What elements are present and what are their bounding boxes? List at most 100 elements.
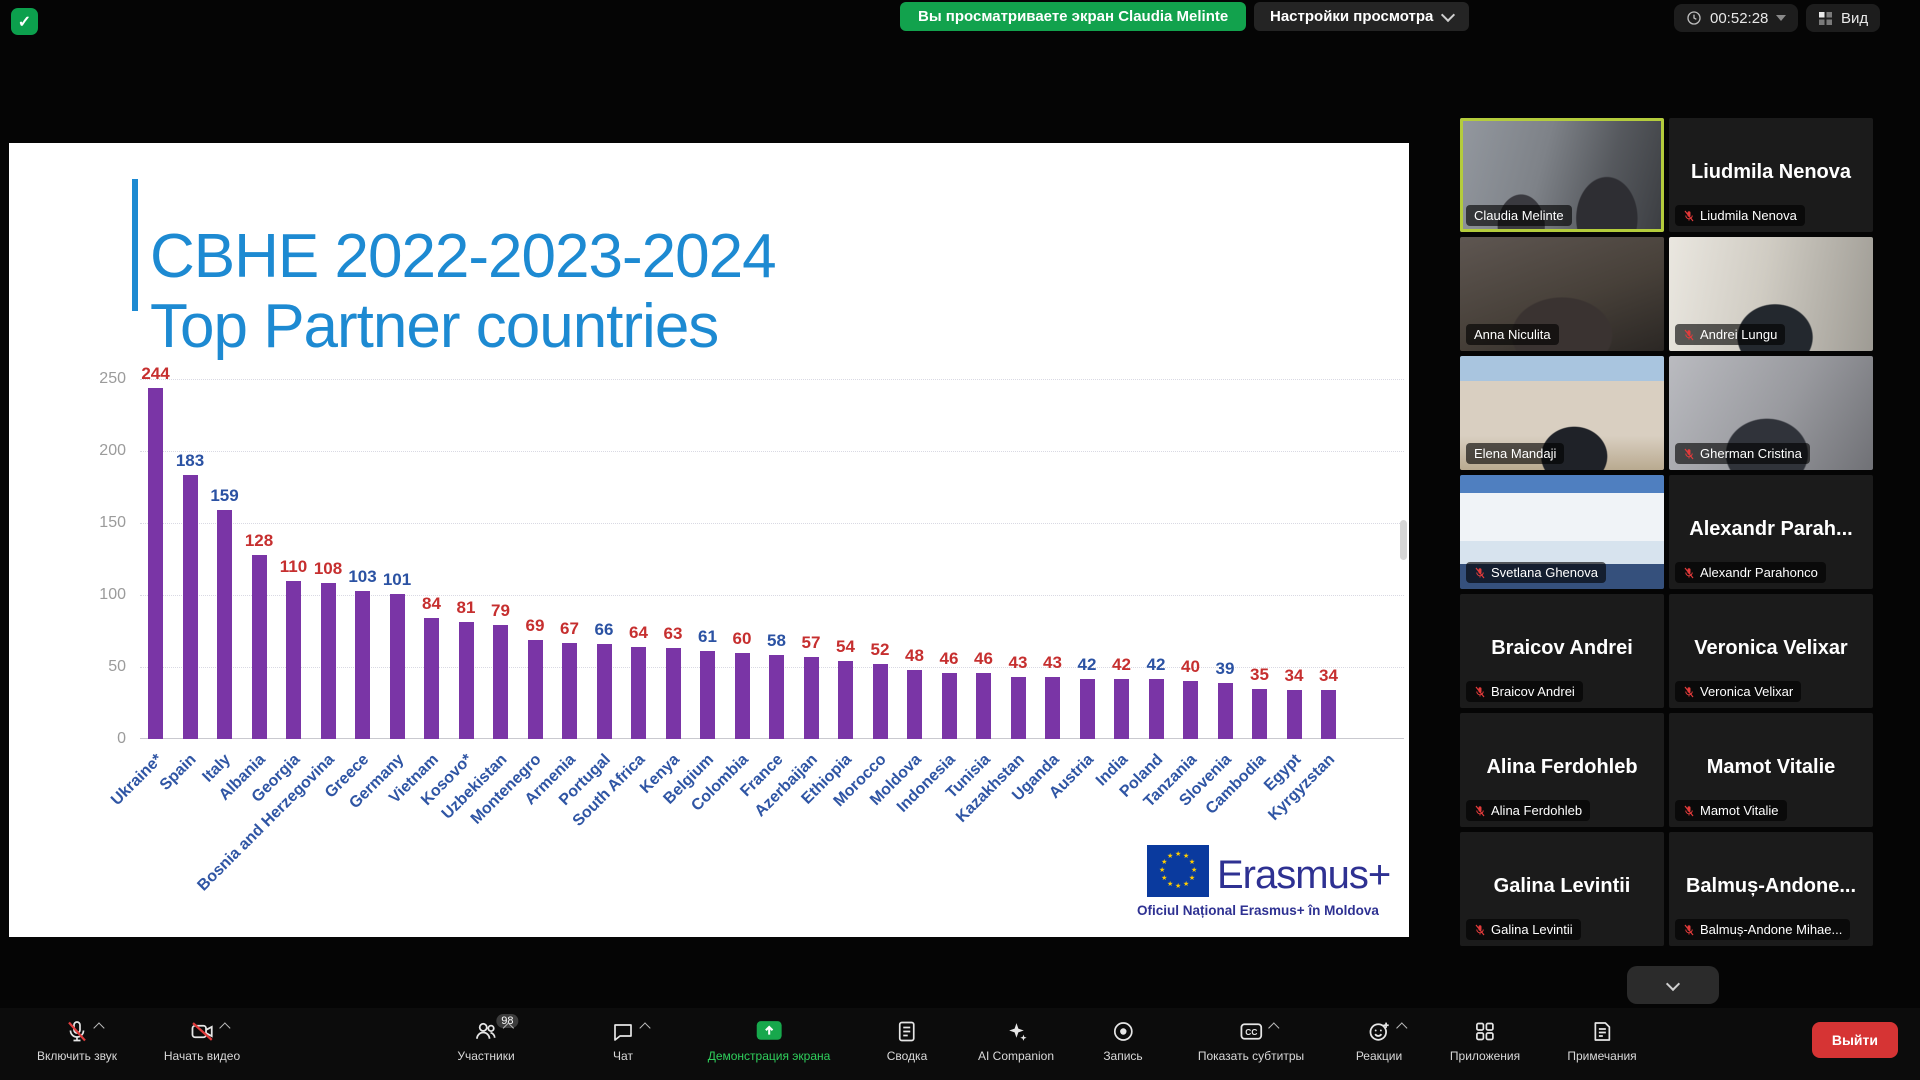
toolbar-item-participants[interactable]: 98 Участники (457, 1014, 519, 1063)
bar-value-label: 101 (382, 569, 412, 589)
eu-star-icon: ★ (1161, 875, 1168, 882)
y-axis-tick: 100 (99, 586, 126, 603)
apps-icon (1473, 1018, 1497, 1045)
chevron-up-icon[interactable] (639, 1022, 651, 1034)
toolbar-item-record[interactable]: Запись (1103, 1018, 1143, 1063)
participant-center-name: Galina Levintii (1493, 875, 1631, 898)
bar-value-label: 43 (1043, 653, 1062, 673)
bar-value-label: 43 (1008, 653, 1028, 673)
participant-center-name: Alexandr Parah... (1689, 518, 1853, 541)
chart-bar (1148, 678, 1164, 739)
participant-tile[interactable]: Veronica Velixar Veronica Velixar (1669, 594, 1873, 708)
mic-muted-icon (1475, 924, 1485, 935)
mic-muted-icon (1684, 805, 1694, 816)
toolbar-item-apps[interactable]: Приложения (1450, 1018, 1520, 1063)
toolbar-item-label: Запись (1103, 1049, 1143, 1063)
timer-dropdown-icon[interactable] (1776, 15, 1787, 21)
chevron-up-icon[interactable] (1267, 1022, 1280, 1034)
chevron-up-icon[interactable] (1395, 1022, 1408, 1034)
chart-bar (838, 661, 853, 739)
y-axis-tick: 200 (99, 442, 126, 459)
toolbar-item-label: Начать видео (163, 1049, 241, 1063)
participant-tile[interactable]: Alexandr Parah... Alexandr Parahonco (1669, 475, 1873, 589)
toolbar-item-share-screen[interactable]: Демонстрация экрана (708, 1018, 830, 1063)
participant-name-text: Alina Ferdohleb (1491, 803, 1583, 818)
participant-tile[interactable]: Svetlana Ghenova (1460, 475, 1664, 589)
meeting-timer[interactable]: 00:52:28 (1674, 4, 1799, 32)
participant-tile[interactable]: Balmuș-Andone... Balmuș-Andone Mihae... (1669, 832, 1873, 946)
bar-value-label: 183 (175, 451, 205, 471)
top-bar: ✓ Вы просматриваете экран Claudia Melint… (0, 0, 1920, 40)
participant-center-name: Braicov Andrei (1491, 637, 1633, 660)
shared-screen-slide: CBHE 2022-2023-2024 Top Partner countrie… (9, 143, 1409, 937)
more-participants-button[interactable] (1627, 966, 1719, 1004)
toolbar-item-chat[interactable]: Чат (611, 1018, 651, 1063)
participant-tile[interactable]: Elena Mandaji (1460, 356, 1664, 470)
toolbar-item-captions[interactable]: CC Показать субтитры (1198, 1018, 1304, 1063)
participant-tile[interactable]: Anna Niculita (1460, 237, 1664, 351)
toolbar-item-label: Сводка (886, 1049, 928, 1063)
chart-bar (941, 672, 957, 739)
participant-tile[interactable]: Mamot Vitalie Mamot Vitalie (1669, 713, 1873, 827)
participant-name-label: Veronica Velixar (1675, 681, 1802, 702)
y-axis-tick: 0 (117, 730, 126, 747)
chevron-up-icon[interactable] (218, 1022, 231, 1034)
chart-bar (1252, 688, 1267, 739)
chart-bar (1079, 678, 1095, 739)
toolbar-item-camera-off[interactable]: Начать видео (164, 1018, 240, 1063)
participant-name-label: Svetlana Ghenova (1466, 562, 1606, 583)
chart-bar (631, 646, 646, 739)
participant-tile[interactable]: Braicov Andrei Braicov Andrei (1460, 594, 1664, 708)
camera-off-icon (190, 1018, 231, 1045)
chart-bar (424, 618, 439, 739)
mic-muted-icon (1684, 567, 1694, 578)
toolbar-item-mic-off[interactable]: Включить звук (37, 1018, 117, 1063)
toolbar-item-notes[interactable]: Примечания (1567, 1018, 1637, 1063)
x-axis-category-label: Spain (157, 751, 201, 794)
leave-button[interactable]: Выйти (1811, 1022, 1898, 1058)
bar-value-label: 69 (525, 615, 545, 635)
participant-tile[interactable]: Galina Levintii Galina Levintii (1460, 832, 1664, 946)
slide-scrollbar[interactable] (1400, 520, 1407, 560)
meeting-toolbar: Выйти Включить звук Начать видео 98 Участни… (0, 1008, 1920, 1080)
eu-star-icon: ★ (1167, 853, 1174, 861)
mic-muted-icon (1684, 448, 1694, 459)
participant-name-text: Mamot Vitalie (1700, 803, 1779, 818)
participant-tile[interactable]: Andrei Lungu (1669, 237, 1873, 351)
bar-value-label: 63 (663, 624, 683, 644)
toolbar-item-label: Приложения (1449, 1049, 1521, 1063)
bar-value-label: 61 (698, 627, 717, 647)
eu-star-icon: ★ (1188, 859, 1196, 866)
participant-name-label: Gherman Cristina (1675, 443, 1810, 464)
bar-value-label: 48 (905, 645, 924, 665)
chart-bar (872, 664, 888, 739)
view-button[interactable]: Вид (1806, 4, 1881, 32)
view-settings-button[interactable]: Настройки просмотра (1254, 2, 1470, 31)
ai-sparkle-icon (1003, 1018, 1028, 1045)
bar-value-label: 58 (767, 631, 786, 651)
participant-tile[interactable]: Alina Ferdohleb Alina Ferdohleb (1460, 713, 1664, 827)
security-shield-icon[interactable]: ✓ (11, 8, 38, 35)
toolbar-item-ai-sparkle[interactable]: AI Companion (978, 1018, 1054, 1063)
chart-bar (907, 669, 922, 739)
participant-name-label: Mamot Vitalie (1675, 800, 1787, 821)
bar-value-label: 110 (279, 556, 308, 576)
toolbar-item-label: Чат (613, 1049, 633, 1063)
erasmus-caption: Oficiul Național Erasmus+ în Moldova (1137, 903, 1379, 918)
chevron-up-icon[interactable] (93, 1022, 105, 1034)
sharing-banner: Вы просматриваете экран Claudia Melinte (900, 2, 1247, 31)
participant-tile[interactable]: Gherman Cristina (1669, 356, 1873, 470)
toolbar-item-label: Участники (457, 1049, 515, 1063)
mic-muted-icon (1684, 686, 1694, 697)
chart-plot: 0 50 100 150 200 250 244 Ukraine* 183 Spain 159 Ita… (99, 364, 1404, 894)
participant-center-name: Liudmila Nenova (1690, 161, 1852, 184)
reactions-icon (1366, 1018, 1408, 1045)
toolbar-item-summary[interactable]: Сводка (886, 1018, 928, 1063)
mic-muted-icon (1684, 210, 1694, 221)
chart-bar (527, 639, 543, 739)
participant-tile[interactable]: Claudia Melinte (1460, 118, 1664, 232)
bar-value-label: 42 (1112, 654, 1131, 674)
eu-star-icon: ★ (1161, 859, 1168, 866)
toolbar-item-reactions[interactable]: Реакции (1356, 1018, 1408, 1063)
participant-tile[interactable]: Liudmila Nenova Liudmila Nenova (1669, 118, 1873, 232)
